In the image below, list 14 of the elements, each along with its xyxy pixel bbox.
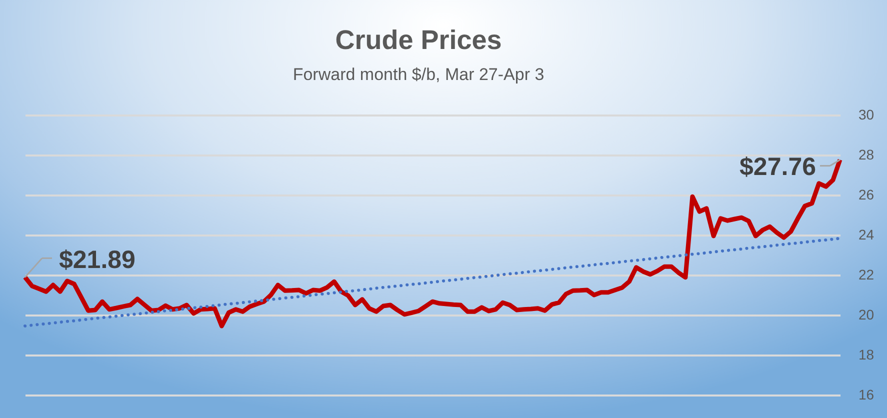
data-label: $27.76 bbox=[740, 152, 816, 181]
y-tick-label: 24 bbox=[858, 226, 874, 242]
y-tick-label: 16 bbox=[858, 386, 874, 402]
data-label: $21.89 bbox=[59, 246, 136, 274]
y-tick-label: 18 bbox=[858, 346, 874, 362]
y-tick-label: 26 bbox=[858, 186, 874, 202]
y-tick-label: 30 bbox=[858, 106, 874, 122]
y-tick-label: 20 bbox=[858, 306, 874, 322]
chart-subtitle: Forward month $/b, Mar 27-Apr 3 bbox=[292, 65, 544, 84]
line-series bbox=[22, 158, 842, 328]
y-tick-label: 28 bbox=[858, 146, 874, 162]
y-tick-label: 22 bbox=[858, 266, 874, 282]
line-series bbox=[24, 236, 842, 328]
chart-title: Crude Prices bbox=[335, 25, 502, 55]
